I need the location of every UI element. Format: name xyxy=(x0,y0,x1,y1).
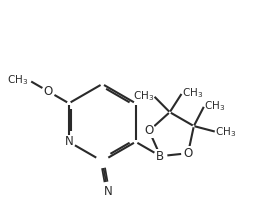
Text: O: O xyxy=(144,124,154,137)
Text: CH$_3$: CH$_3$ xyxy=(204,99,225,113)
Text: O: O xyxy=(183,147,193,160)
Text: CH$_3$: CH$_3$ xyxy=(7,73,28,87)
Text: CH$_3$: CH$_3$ xyxy=(216,125,237,139)
Text: N: N xyxy=(103,185,112,198)
Text: CH$_3$: CH$_3$ xyxy=(182,86,203,100)
Text: CH$_3$: CH$_3$ xyxy=(133,89,154,103)
Text: N: N xyxy=(64,135,73,148)
Text: B: B xyxy=(156,150,164,163)
Text: O: O xyxy=(44,85,53,98)
